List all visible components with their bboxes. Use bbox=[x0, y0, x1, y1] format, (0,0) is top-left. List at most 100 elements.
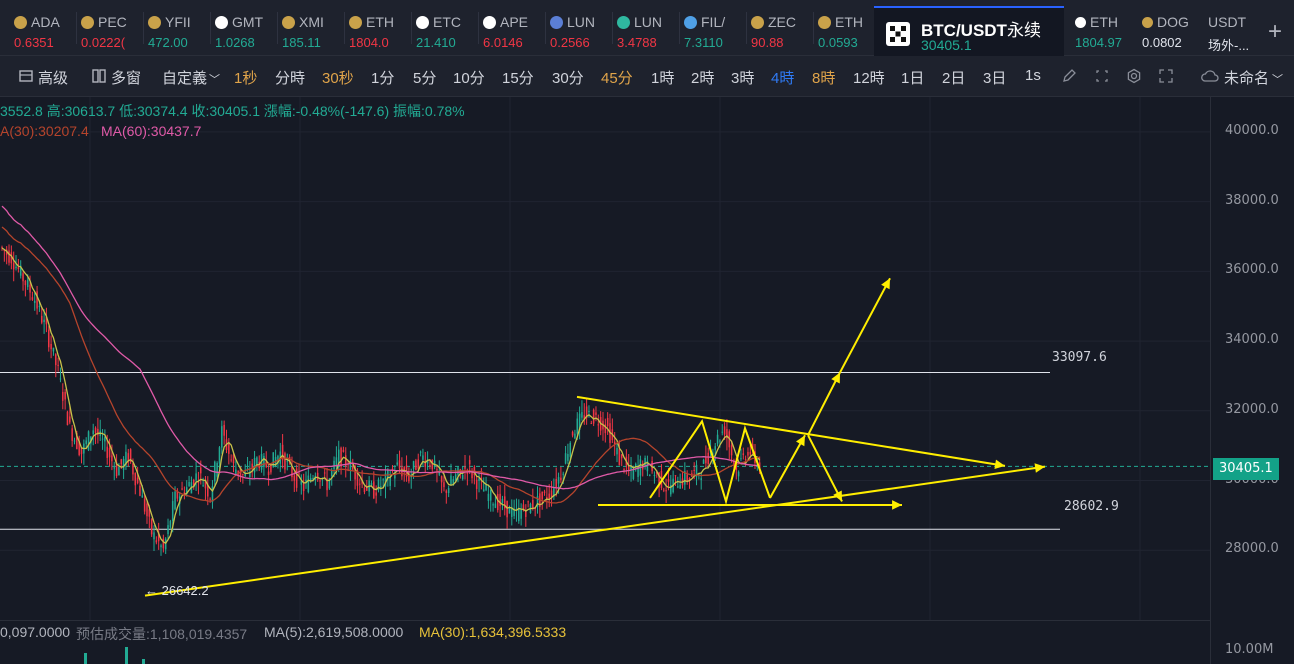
candle-body bbox=[513, 508, 515, 516]
ticker-tab-eth[interactable]: ETH 1804.0 bbox=[349, 0, 409, 56]
ticker-tab-eth[interactable]: ETH 1804.97 bbox=[1075, 0, 1133, 56]
candle-body bbox=[585, 406, 588, 418]
candle-body bbox=[342, 449, 345, 452]
ticker-symbol: ETH bbox=[1090, 14, 1118, 30]
fullscreen-icon[interactable] bbox=[1158, 68, 1174, 84]
candle-body bbox=[10, 252, 13, 264]
ticker-symbol: XMI bbox=[299, 14, 324, 30]
candle-body bbox=[209, 498, 211, 500]
interval-button[interactable]: 2時 bbox=[691, 70, 715, 87]
layout-name-dropdown[interactable]: 未命名 ﹀ bbox=[1224, 67, 1283, 88]
interval-button[interactable]: 5分 bbox=[413, 70, 437, 87]
ticker-tab-ada[interactable]: ADA 0.6351 bbox=[14, 0, 74, 56]
candle-body bbox=[104, 437, 106, 442]
interval-button[interactable]: 1s bbox=[1025, 67, 1041, 84]
ticker-price: 90.88 bbox=[751, 35, 784, 50]
candle-body bbox=[574, 433, 576, 439]
candle-body bbox=[286, 460, 289, 462]
price-axis[interactable]: 40000.038000.036000.034000.032000.030000… bbox=[1210, 97, 1294, 664]
ticker-tab-fil[interactable]: FIL/7.3110 bbox=[684, 0, 744, 56]
ticker-tab-xmi[interactable]: XMI 185.11 bbox=[282, 0, 342, 56]
interval-button[interactable]: 3日 bbox=[983, 70, 1007, 87]
price-chart[interactable]: 3552.8 高:30613.7 低:30374.4 收:30405.1 漲幅:… bbox=[0, 97, 1210, 620]
candle-body bbox=[80, 448, 83, 455]
candle-body bbox=[312, 477, 314, 480]
interval-button[interactable]: 45分 bbox=[601, 70, 633, 87]
ticker-price: 1804.97 bbox=[1075, 35, 1122, 50]
ticker-tab-zec[interactable]: ZEC 90.88 bbox=[751, 0, 811, 56]
cloud-icon[interactable] bbox=[1200, 68, 1220, 84]
candle-body bbox=[169, 520, 172, 528]
breakout-leg-1 bbox=[769, 434, 806, 499]
candle-body bbox=[452, 479, 455, 485]
add-tab-plus-icon[interactable]: + bbox=[1268, 18, 1283, 45]
ticker-tab-pec[interactable]: PEC 0.0222( bbox=[81, 0, 141, 56]
ticker-tab-lun[interactable]: LUN 0.2566 bbox=[550, 0, 610, 56]
candle-body bbox=[288, 457, 291, 463]
candle-body bbox=[354, 466, 356, 480]
interval-button[interactable]: 2日 bbox=[942, 70, 966, 87]
candle-body bbox=[389, 477, 391, 487]
custom-interval-dropdown[interactable]: 自定義 ﹀ bbox=[162, 67, 220, 88]
coin-icon bbox=[751, 15, 764, 29]
candle-body bbox=[667, 479, 670, 482]
settings-gear-icon[interactable] bbox=[1126, 68, 1142, 84]
interval-button[interactable]: 分時 bbox=[275, 70, 306, 87]
ticker-tab-etc[interactable]: ETC 21.410 bbox=[416, 0, 476, 56]
multi-window-button[interactable]: 多窗 bbox=[111, 70, 142, 87]
candlestick-chart-svg[interactable] bbox=[0, 97, 1210, 620]
interval-button[interactable]: 30秒 bbox=[322, 70, 354, 87]
candle-body bbox=[588, 411, 590, 413]
ticker-tab-yfii[interactable]: YFII 472.00 bbox=[148, 0, 208, 56]
active-symbol-tab[interactable]: BTC/USDT永续 30405.1 bbox=[874, 6, 1064, 56]
candle-body bbox=[1, 247, 3, 249]
interval-button[interactable]: 3時 bbox=[731, 70, 755, 87]
candle-body bbox=[751, 444, 754, 449]
screenshot-icon[interactable] bbox=[1094, 68, 1110, 84]
advanced-button[interactable]: 高级 bbox=[38, 70, 69, 87]
interval-button[interactable]: 10分 bbox=[453, 70, 485, 87]
ticker-tab-lun[interactable]: LUN 3.4788 bbox=[617, 0, 677, 56]
interval-button[interactable]: 8時 bbox=[812, 70, 836, 87]
candle-body bbox=[424, 461, 427, 467]
candle-body bbox=[216, 463, 218, 477]
ticker-tab-usdt[interactable]: USDT 场外-... bbox=[1208, 0, 1266, 56]
candle-body bbox=[475, 479, 478, 489]
ticker-symbol: LUN bbox=[634, 14, 663, 30]
interval-button[interactable]: 30分 bbox=[552, 70, 584, 87]
candle-body bbox=[8, 250, 10, 263]
candle-body bbox=[504, 496, 506, 509]
candle-body bbox=[445, 490, 448, 494]
interval-button[interactable]: 1秒 bbox=[234, 70, 258, 87]
pencil-icon[interactable] bbox=[1061, 68, 1077, 84]
interval-button[interactable]: 15分 bbox=[502, 70, 534, 87]
candle-body bbox=[181, 488, 183, 490]
interval-button[interactable]: 12時 bbox=[853, 70, 885, 87]
ticker-tab-ape[interactable]: APE 6.0146 bbox=[483, 0, 543, 56]
candle-body bbox=[132, 463, 134, 475]
candle-body bbox=[157, 532, 160, 542]
interval-button[interactable]: 1時 bbox=[651, 70, 675, 87]
ticker-tab-eth[interactable]: ETH 0.0593 bbox=[818, 0, 878, 56]
candle-body bbox=[113, 467, 116, 469]
candle-body bbox=[228, 443, 230, 454]
candle-body bbox=[55, 354, 57, 366]
chevron-down-icon: ﹀ bbox=[209, 74, 221, 86]
ticker-price: 0.6351 bbox=[14, 35, 54, 50]
candle-body bbox=[485, 484, 487, 491]
candle-body bbox=[478, 478, 480, 481]
interval-button[interactable]: 1日 bbox=[901, 70, 925, 87]
ticker-symbol: ETC bbox=[433, 14, 461, 30]
last-price-badge: 30405.1 bbox=[1213, 458, 1279, 480]
candle-body bbox=[461, 474, 464, 480]
ticker-tab-gmt[interactable]: GMT 1.0268 bbox=[215, 0, 275, 56]
candle-body bbox=[207, 484, 209, 497]
candle-body bbox=[40, 315, 43, 323]
volume-pane[interactable]: 0,097.0000 预估成交量:1,108,019.4357 MA(5):2,… bbox=[0, 620, 1210, 664]
ticker-tab-dog[interactable]: DOG 0.0802 bbox=[1142, 0, 1200, 56]
interval-button[interactable]: 4時 bbox=[771, 70, 795, 87]
interval-button[interactable]: 1分 bbox=[371, 70, 395, 87]
advanced-chart-icon bbox=[19, 70, 33, 82]
candle-body bbox=[494, 503, 497, 508]
breakdown-arrow bbox=[807, 434, 843, 502]
